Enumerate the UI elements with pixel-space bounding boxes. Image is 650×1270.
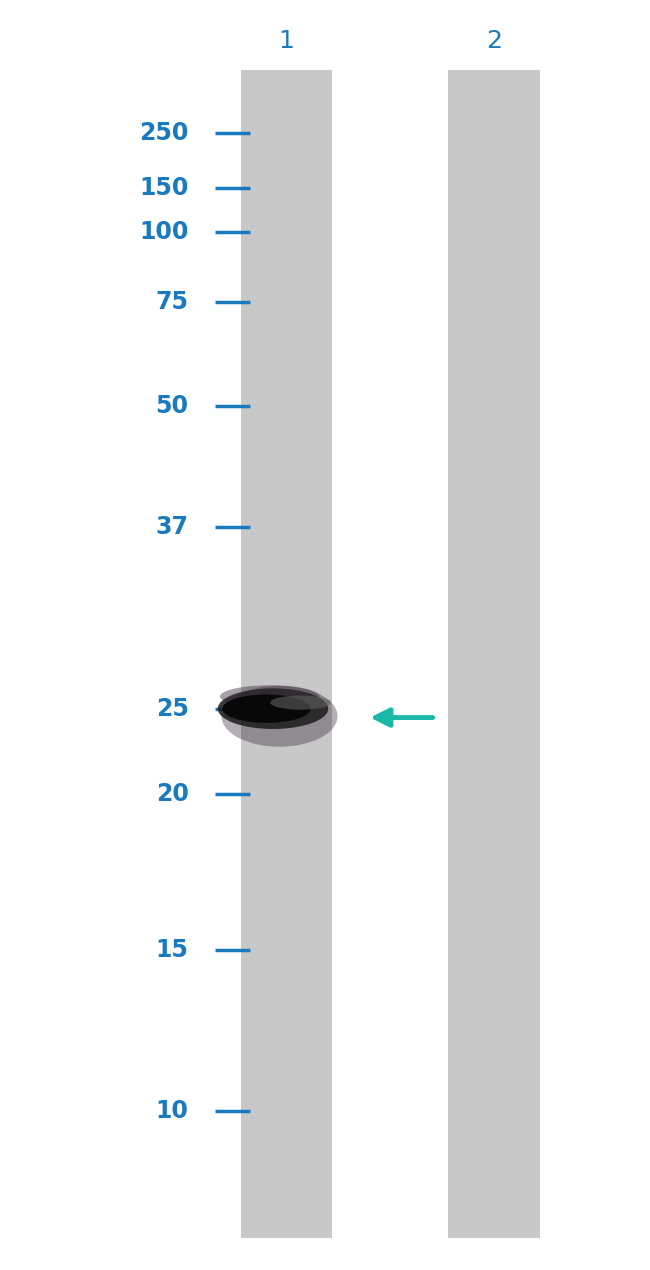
Text: 150: 150 [139, 177, 188, 199]
Ellipse shape [220, 686, 320, 707]
Text: 15: 15 [155, 939, 188, 961]
Text: 100: 100 [139, 221, 188, 244]
Text: 50: 50 [155, 395, 188, 418]
Text: 2: 2 [486, 29, 502, 52]
Bar [448, 70, 540, 1238]
Text: 37: 37 [155, 516, 188, 538]
Ellipse shape [222, 695, 311, 723]
Text: 20: 20 [155, 782, 188, 805]
Text: 75: 75 [155, 291, 188, 314]
Ellipse shape [270, 696, 331, 710]
Ellipse shape [218, 688, 328, 729]
Text: 10: 10 [155, 1100, 188, 1123]
Text: 1: 1 [278, 29, 294, 52]
Bar [240, 70, 332, 1238]
Text: 25: 25 [155, 697, 188, 720]
Text: 250: 250 [139, 122, 188, 145]
Ellipse shape [222, 686, 337, 747]
